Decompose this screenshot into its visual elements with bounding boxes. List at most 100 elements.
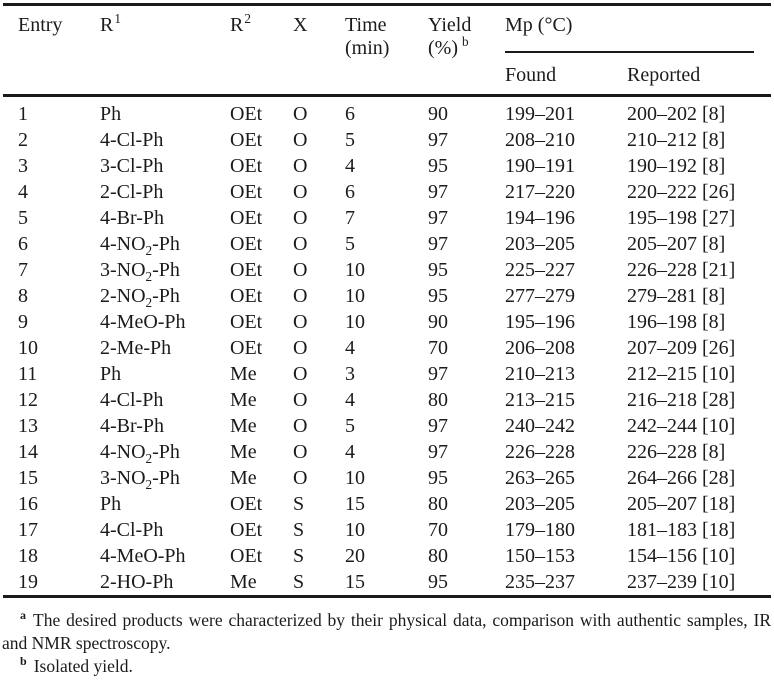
col-header-r1: R1 — [100, 5, 230, 96]
cell-r2: Me — [230, 571, 257, 593]
cell-yield: 97 — [428, 181, 448, 203]
table-row: 4 2-Cl-Ph OEt O 6 97 217–220 220–222 [26] — [3, 179, 771, 205]
cell-time: 3 — [345, 363, 355, 385]
cell-r2: OEt — [230, 155, 263, 177]
table-row: 16 Ph OEt S 15 80 203–205 205–207 [18] — [3, 491, 771, 517]
cell-r2: Me — [230, 389, 257, 411]
cell-x: O — [293, 363, 308, 385]
cell-reported: 195–198 [27] — [627, 207, 736, 229]
cell-yield: 90 — [428, 311, 448, 333]
cell-entry: 18 — [18, 545, 38, 567]
table-row: 14 4-NO2-Ph Me O 4 97 226–228 226–228 [8] — [3, 439, 771, 465]
cell-time: 15 — [345, 571, 365, 593]
cell-entry: 1 — [18, 103, 28, 125]
cell-r2: OEt — [230, 233, 263, 255]
cell-r1: Ph — [100, 103, 122, 125]
cell-yield: 90 — [428, 103, 448, 125]
cell-r1: 2-Cl-Ph — [100, 181, 164, 203]
cell-reported: 205–207 [8] — [627, 233, 726, 255]
cell-found: 208–210 — [505, 129, 575, 151]
cell-x: S — [293, 519, 305, 541]
cell-x: O — [293, 441, 308, 463]
cell-time: 5 — [345, 415, 355, 437]
cell-r2: OEt — [230, 285, 263, 307]
footnote-a-text: The desired products were characterized … — [2, 610, 771, 653]
col-header-r1-label: R — [100, 14, 114, 36]
cell-x: O — [293, 415, 308, 437]
table-row: 10 2-Me-Ph OEt O 4 70 206–208 207–209 [26] — [3, 335, 771, 361]
cell-entry: 13 — [18, 415, 38, 437]
cell-reported: 279–281 [8] — [627, 285, 726, 307]
cell-entry: 14 — [18, 441, 38, 463]
footnote-a-marker: a — [20, 608, 26, 623]
cell-entry: 19 — [18, 571, 38, 593]
cell-found: 195–196 — [505, 311, 575, 333]
cell-found: 203–205 — [505, 233, 575, 255]
cell-reported: 212–215 [10] — [627, 363, 736, 385]
cell-r2: OEt — [230, 519, 263, 541]
cell-found: 203–205 — [505, 493, 575, 515]
cell-x: O — [293, 181, 308, 203]
cell-r1: 4-Br-Ph — [100, 415, 165, 437]
cell-time: 10 — [345, 285, 365, 307]
cell-r1: Ph — [100, 363, 122, 385]
cell-r2: OEt — [230, 207, 263, 229]
cell-reported: 226–228 [8] — [627, 441, 726, 463]
cell-found: 217–220 — [505, 181, 575, 203]
footnote-b: b Isolated yield. — [2, 655, 771, 678]
cell-yield: 70 — [428, 519, 448, 541]
table-row: 12 4-Cl-Ph Me O 4 80 213–215 216–218 [28] — [3, 387, 771, 413]
table-header: Entry R1 R2 X Time (min) Yield (%) b Mp (… — [3, 5, 772, 96]
cell-r2: OEt — [230, 337, 263, 359]
cell-entry: 17 — [18, 519, 38, 541]
cell-r1: 3-NO2-Ph — [100, 259, 180, 283]
cell-reported: 242–244 [10] — [627, 415, 736, 437]
cell-found: 263–265 — [505, 467, 575, 489]
cell-r1: 2-HO-Ph — [100, 571, 174, 593]
cell-yield: 97 — [428, 441, 448, 463]
cell-r2: Me — [230, 441, 257, 463]
cell-found: 213–215 — [505, 389, 575, 411]
cell-found: 240–242 — [505, 415, 575, 437]
cell-r2: OEt — [230, 311, 263, 333]
cell-x: O — [293, 155, 308, 177]
cell-time: 20 — [345, 545, 365, 567]
cell-r1: 4-NO2-Ph — [100, 233, 180, 257]
cell-r2: OEt — [230, 545, 263, 567]
cell-found: 199–201 — [505, 103, 575, 125]
col-header-found-label: Found — [505, 64, 557, 86]
cell-x: O — [293, 103, 308, 125]
cell-reported: 205–207 [18] — [627, 493, 736, 515]
cell-entry: 11 — [18, 363, 38, 385]
col-header-yield: Yield (%) b — [428, 5, 505, 96]
table-row: 9 4-MeO-Ph OEt O 10 90 195–196 196–198 [8] — [3, 309, 771, 335]
cell-r1: 2-Me-Ph — [100, 337, 172, 359]
cell-reported: 181–183 [18] — [627, 519, 736, 541]
cell-x: O — [293, 389, 308, 411]
cell-yield: 97 — [428, 415, 448, 437]
table-row: 18 4-MeO-Ph OEt S 20 80 150–153 154–156 [10] — [3, 543, 771, 569]
cell-r2: Me — [230, 363, 257, 385]
cell-reported: 237–239 [10] — [627, 571, 736, 593]
cell-time: 4 — [345, 441, 355, 463]
cell-time: 6 — [345, 181, 355, 203]
cell-reported: 220–222 [26] — [627, 181, 736, 203]
cell-reported: 210–212 [8] — [627, 129, 726, 151]
results-table: Entry R1 R2 X Time (min) Yield (%) b Mp (… — [3, 3, 772, 598]
cell-found: 235–237 — [505, 571, 575, 593]
cell-x: S — [293, 571, 305, 593]
table-row: 2 4-Cl-Ph OEt O 5 97 208–210 210–212 [8] — [3, 127, 771, 153]
cell-r1: Ph — [100, 493, 122, 515]
cell-r1: 3-NO2-Ph — [100, 467, 180, 491]
footnote-b-marker: b — [20, 654, 27, 669]
footnotes: a The desired products were characterized… — [2, 609, 771, 678]
cell-r2: Me — [230, 467, 257, 489]
table-row: 8 2-NO2-Ph OEt O 10 95 277–279 279–281 [8] — [3, 283, 771, 309]
cell-yield: 95 — [428, 467, 448, 489]
table-row: 17 4-Cl-Ph OEt S 10 70 179–180 181–183 [18] — [3, 517, 771, 543]
cell-found: 190–191 — [505, 155, 575, 177]
cell-time: 10 — [345, 519, 365, 541]
cell-time: 4 — [345, 337, 355, 359]
cell-r2: OEt — [230, 103, 263, 125]
cell-x: O — [293, 311, 308, 333]
